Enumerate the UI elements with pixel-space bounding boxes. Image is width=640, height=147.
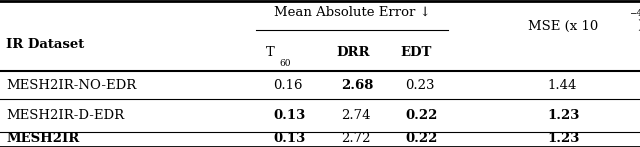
Text: 0.22: 0.22 <box>405 132 438 145</box>
Text: 1.23: 1.23 <box>547 109 580 122</box>
Text: ) ↓: ) ↓ <box>638 20 640 33</box>
Text: IR Dataset: IR Dataset <box>6 38 84 51</box>
Text: MESH2IR-NO-EDR: MESH2IR-NO-EDR <box>6 80 137 92</box>
Text: 0.13: 0.13 <box>273 109 305 122</box>
Text: 0.13: 0.13 <box>273 132 305 145</box>
Text: 0.23: 0.23 <box>405 80 435 92</box>
Text: Mean Absolute Error ↓: Mean Absolute Error ↓ <box>274 6 430 19</box>
Text: MESH2IR: MESH2IR <box>6 132 79 145</box>
Text: 2.74: 2.74 <box>341 109 371 122</box>
Text: 0.22: 0.22 <box>405 109 438 122</box>
Text: DRR: DRR <box>336 46 369 59</box>
Text: 2.68: 2.68 <box>341 80 374 92</box>
Text: 1.23: 1.23 <box>547 132 580 145</box>
Text: 0.16: 0.16 <box>273 80 303 92</box>
Text: T: T <box>266 46 275 59</box>
Text: 2.72: 2.72 <box>341 132 371 145</box>
Text: 60: 60 <box>280 59 291 69</box>
Text: MSE (x 10: MSE (x 10 <box>528 20 598 33</box>
Text: EDT: EDT <box>400 46 431 59</box>
Text: MESH2IR-D-EDR: MESH2IR-D-EDR <box>6 109 125 122</box>
Text: −4: −4 <box>629 9 640 19</box>
Text: 1.44: 1.44 <box>547 80 577 92</box>
